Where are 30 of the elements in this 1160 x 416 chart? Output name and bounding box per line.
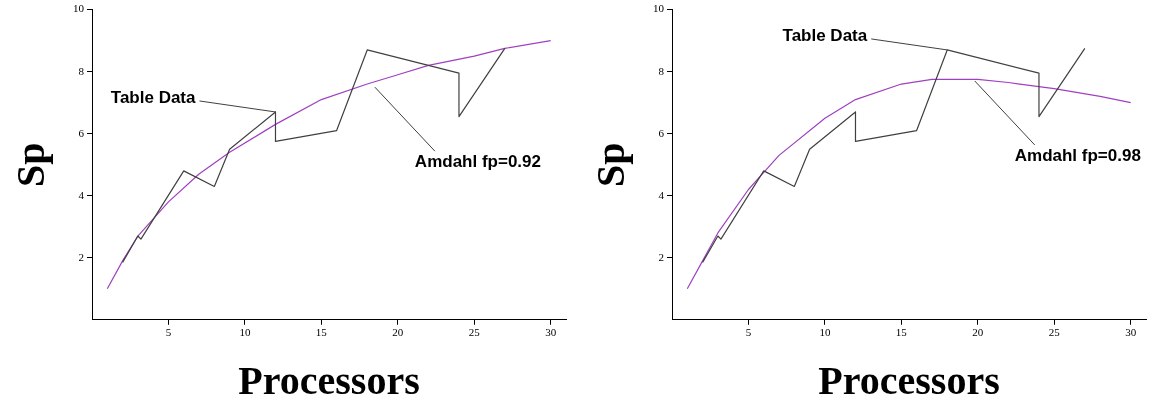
x-tick-label: 25 — [468, 326, 481, 339]
y-tick-label: 4 — [78, 188, 85, 201]
y-tick-label: 6 — [78, 126, 85, 139]
annotation: Amdahl fp=0.98 — [1014, 146, 1141, 166]
x-tick-label: 5 — [165, 326, 172, 339]
x-tick-label: 15 — [895, 326, 908, 339]
x-axis-title: Processors — [238, 358, 420, 404]
annotation: Amdahl fp=0.92 — [414, 152, 541, 172]
y-tick-label: 2 — [658, 250, 664, 263]
y-axis-title: Sp — [588, 142, 634, 187]
y-tick-label: 10 — [73, 2, 85, 15]
x-tick-label: 10 — [239, 326, 251, 339]
x-tick-label: 30 — [1125, 326, 1137, 339]
x-tick-label: 20 — [392, 326, 404, 339]
y-tick-label: 4 — [658, 188, 665, 201]
y-tick-label: 6 — [658, 126, 665, 139]
y-axis-title: Sp — [8, 142, 54, 187]
y-tick-label: 2 — [78, 250, 84, 263]
x-axis-title: Processors — [818, 358, 1000, 404]
x-tick-label: 10 — [819, 326, 831, 339]
y-tick-label: 8 — [658, 64, 665, 77]
annotation: Table Data — [110, 88, 197, 108]
y-tick-label: 10 — [653, 2, 665, 15]
x-tick-label: 5 — [745, 326, 752, 339]
x-tick-label: 25 — [1048, 326, 1061, 339]
x-tick-label: 30 — [545, 326, 557, 339]
y-tick-label: 8 — [78, 64, 85, 77]
annotation: Table Data — [782, 26, 868, 46]
x-tick-label: 20 — [972, 326, 984, 339]
x-tick-label: 15 — [315, 326, 328, 339]
